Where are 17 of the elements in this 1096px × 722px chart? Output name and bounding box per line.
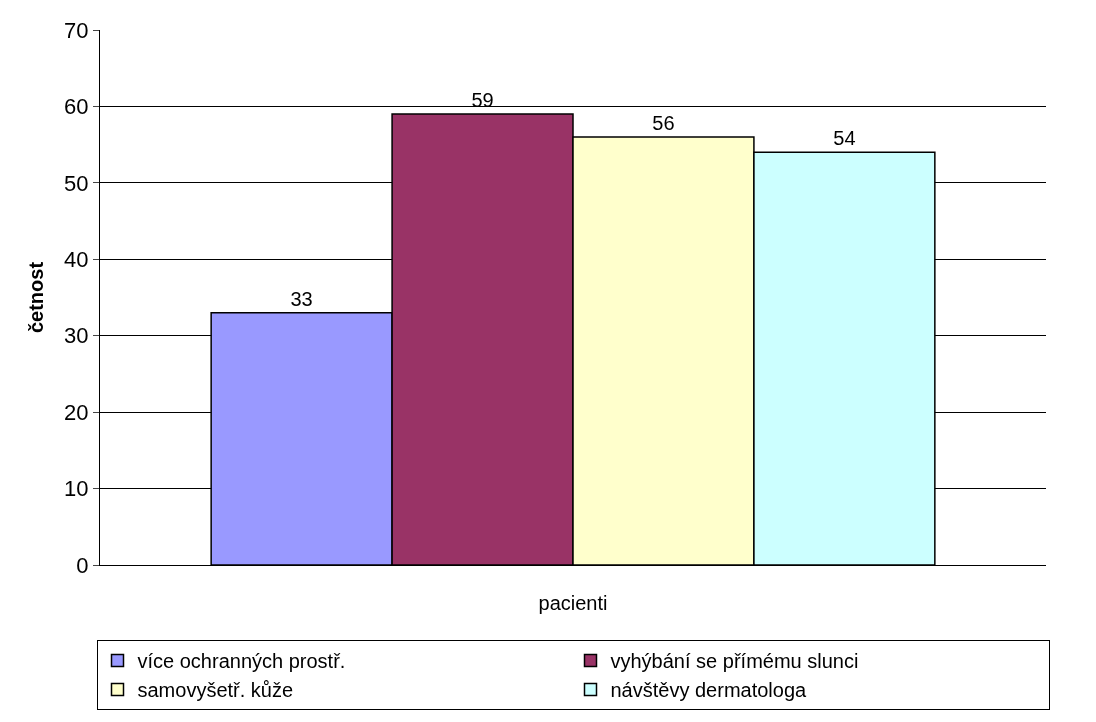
y-tick-label: 60 [64,94,89,120]
y-tick-label: 50 [64,170,89,196]
legend-label: samovyšetř. kůže [137,679,294,702]
y-tick-label: 20 [64,399,89,425]
x-tick-label: pacienti [538,592,608,614]
y-axis-title: četnost [24,261,47,334]
y-tick-label: 40 [64,246,89,272]
legend-label: více ochranných prostř. [137,650,346,673]
y-tick-label: 0 [76,552,89,578]
legend-label: vyhýbání se přímému slunci [610,650,859,673]
legend-label: návštěvy dermatologa [610,679,808,702]
data-label: 33 [290,287,313,310]
data-label: 56 [652,112,675,134]
data-label: 54 [833,127,856,150]
y-tick-label: 70 [64,17,89,43]
y-tick-label: 10 [64,476,89,502]
y-tick-label: 30 [64,323,89,349]
